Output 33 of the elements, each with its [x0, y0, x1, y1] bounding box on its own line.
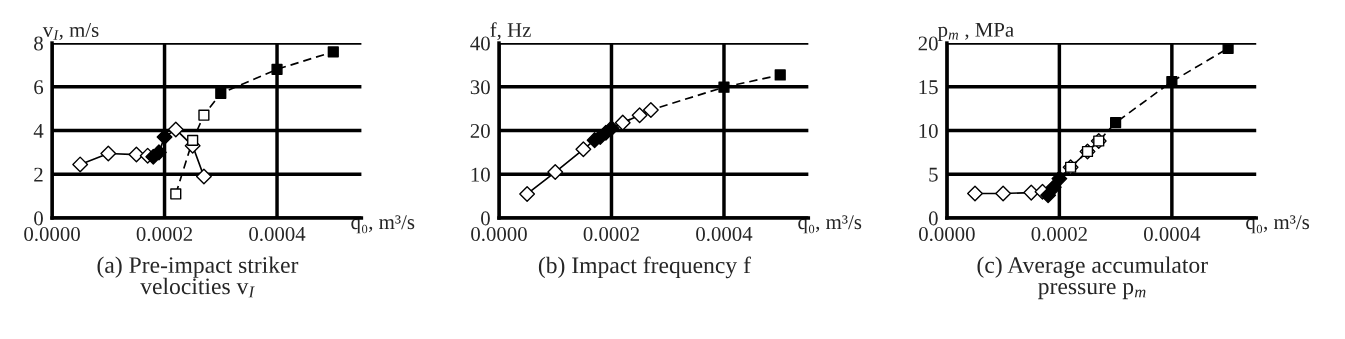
y-tick-label: 2 [34, 167, 43, 182]
x-tick-label: 0.0002 [1031, 226, 1087, 242]
x-tick-label: 0.0002 [583, 226, 639, 242]
y-axis-title: p$_{m}$ , MPa [937, 22, 1014, 42]
y-tick-label: 0 [34, 211, 43, 226]
y-tick-label: 20 [918, 36, 938, 51]
x-tick-label: 0.0000 [24, 226, 80, 242]
x-tick-label: 0.0002 [136, 226, 193, 242]
x-tick-label: 0.0004 [249, 226, 306, 242]
y-tick-label: 0 [928, 211, 938, 226]
y-tick-label: 20 [470, 123, 490, 138]
y-tick-label: 8 [34, 36, 43, 51]
y-tick-label: 10 [471, 167, 490, 182]
x-axis-title: q₀, m³/s [798, 215, 862, 234]
y-tick-label: 4 [33, 124, 44, 138]
y-tick-label: 10 [919, 123, 938, 138]
text: (a) Pre-impact striker velocities v$_{I}$ [97, 256, 299, 298]
x-tick-label: 0.0004 [1144, 226, 1201, 242]
y-axis-title: v$_{I}$, m/s [42, 23, 99, 41]
y-tick-label: 5 [929, 167, 938, 182]
x-tick-label: 0.0000 [919, 226, 975, 242]
y-tick-label: 15 [919, 80, 938, 95]
x-tick-label: 0.0004 [696, 226, 753, 242]
y-tick-label: 6 [34, 80, 44, 95]
y-tick-label: 40 [470, 36, 490, 51]
x-axis-title: q₀, m³/s [1246, 215, 1310, 234]
text: (b) Impact frequency f [538, 256, 751, 279]
text: (c) Average accumulator pressure p$_{m}$ [977, 256, 1208, 300]
y-tick-label: 30 [470, 80, 490, 95]
y-tick-label: 0 [481, 211, 490, 226]
y-axis-title: f, Hz [490, 22, 531, 41]
x-tick-label: 0.0000 [471, 226, 527, 242]
x-axis-title: q₀, m³/s [351, 215, 415, 234]
